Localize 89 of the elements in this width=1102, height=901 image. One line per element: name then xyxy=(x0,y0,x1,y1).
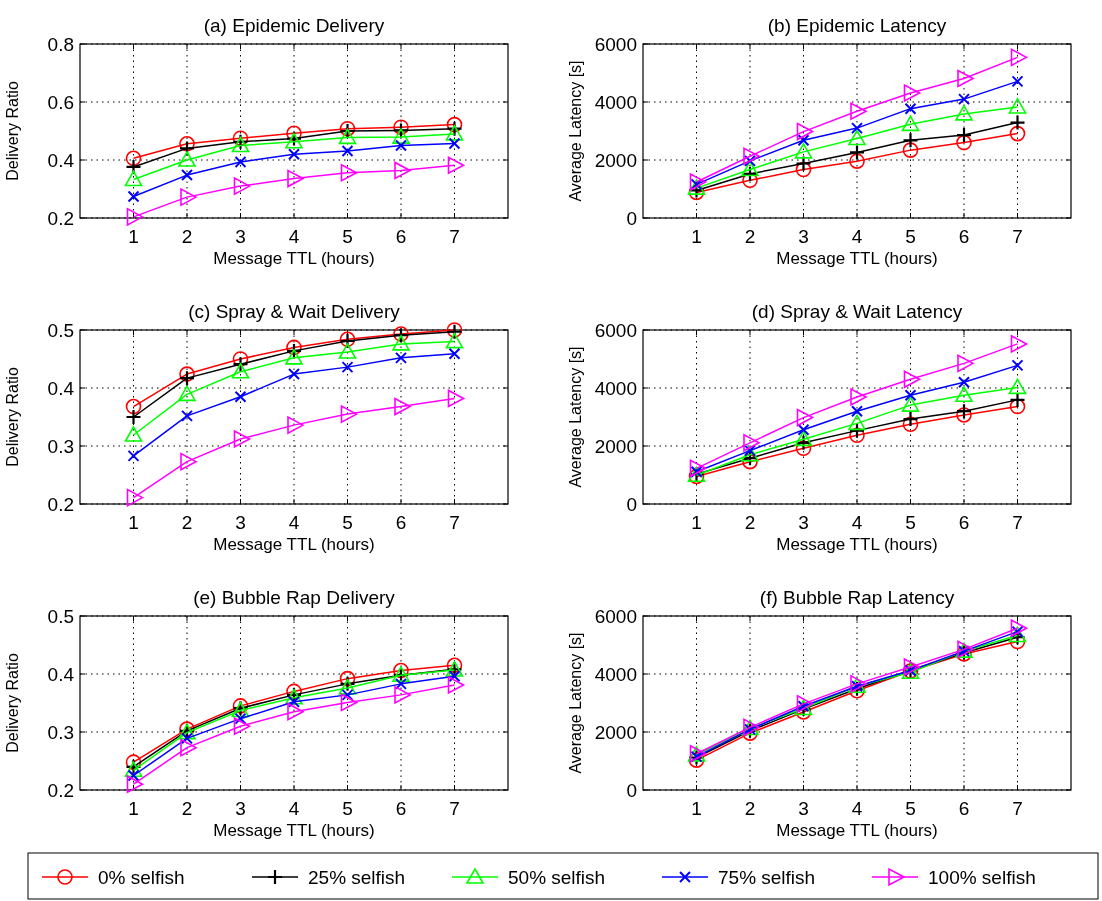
x-tick-label: 3 xyxy=(235,798,246,819)
x-tick-label: 6 xyxy=(958,798,970,819)
x-tick-label: 2 xyxy=(744,798,756,819)
x-tick-label: 7 xyxy=(1012,512,1023,533)
y-tick-label: 0 xyxy=(626,207,637,229)
x-tick-label: 2 xyxy=(181,798,193,819)
y-axis-title: Average Latency [s] xyxy=(567,60,584,202)
x-tick-label: 4 xyxy=(851,512,863,533)
x-tick-label: 7 xyxy=(449,226,460,247)
y-tick-label: 6000 xyxy=(594,33,637,55)
x-tick-label: 2 xyxy=(744,226,756,247)
y-tick-label: 6000 xyxy=(594,605,637,627)
y-tick-label: 0.6 xyxy=(47,91,74,113)
y-axis-title: Delivery Ratio xyxy=(4,653,21,753)
y-tick-label: 2000 xyxy=(594,149,637,171)
x-tick-label: 1 xyxy=(691,798,702,819)
x-tick-label: 3 xyxy=(798,512,809,533)
x-tick-label: 3 xyxy=(798,798,809,819)
x-tick-label: 6 xyxy=(395,798,407,819)
legend-label: 0% selfish xyxy=(98,866,185,888)
y-tick-label: 0.3 xyxy=(47,721,74,743)
x-tick-label: 2 xyxy=(744,512,756,533)
x-tick-label: 6 xyxy=(958,226,970,247)
y-tick-label: 0.2 xyxy=(47,779,74,801)
x-tick-label: 5 xyxy=(342,798,353,819)
x-tick-label: 6 xyxy=(958,512,970,533)
x-tick-label: 4 xyxy=(288,226,300,247)
x-tick-label: 5 xyxy=(905,798,916,819)
x-axis-title: Message TTL (hours) xyxy=(213,249,375,268)
y-axis-title: Delivery Ratio xyxy=(4,367,21,467)
x-tick-label: 4 xyxy=(288,512,300,533)
y-tick-label: 2000 xyxy=(594,721,637,743)
x-tick-label: 7 xyxy=(1012,226,1023,247)
y-tick-label: 0 xyxy=(626,779,637,801)
x-tick-label: 1 xyxy=(691,226,702,247)
legend-label: 100% selfish xyxy=(928,866,1036,888)
y-tick-label: 0.4 xyxy=(47,377,75,399)
x-tick-label: 7 xyxy=(449,512,460,533)
y-tick-label: 0.3 xyxy=(47,435,74,457)
y-tick-label: 0.4 xyxy=(47,149,75,171)
x-axis-title: Message TTL (hours) xyxy=(776,249,938,268)
x-tick-label: 1 xyxy=(691,512,702,533)
y-tick-label: 0.4 xyxy=(47,663,75,685)
y-tick-label: 0.2 xyxy=(47,493,74,515)
x-axis-title: Message TTL (hours) xyxy=(776,535,938,554)
x-tick-label: 4 xyxy=(288,798,300,819)
legend-label: 50% selfish xyxy=(508,866,606,888)
x-tick-label: 5 xyxy=(342,226,353,247)
x-tick-label: 1 xyxy=(128,226,139,247)
chart-title: (e) Bubble Rap Delivery xyxy=(193,587,396,608)
legend-label: 75% selfish xyxy=(718,866,816,888)
y-axis-title: Average Latency [s] xyxy=(567,346,584,488)
y-tick-label: 0.5 xyxy=(47,605,74,627)
x-tick-label: 3 xyxy=(798,226,809,247)
x-tick-label: 4 xyxy=(851,226,863,247)
chart-title: (f) Bubble Rap Latency xyxy=(759,587,955,608)
x-tick-label: 6 xyxy=(395,226,407,247)
x-axis-title: Message TTL (hours) xyxy=(776,821,938,840)
y-tick-label: 2000 xyxy=(594,435,637,457)
chart-title: (b) Epidemic Latency xyxy=(767,15,947,36)
x-tick-label: 3 xyxy=(235,512,246,533)
y-tick-label: 0.2 xyxy=(47,207,74,229)
x-tick-label: 2 xyxy=(181,226,193,247)
x-tick-label: 3 xyxy=(235,226,246,247)
x-tick-label: 5 xyxy=(905,226,916,247)
y-axis-title: Delivery Ratio xyxy=(4,81,21,181)
x-tick-label: 7 xyxy=(1012,798,1023,819)
y-tick-label: 0 xyxy=(626,493,637,515)
chart-title: (a) Epidemic Delivery xyxy=(203,15,385,36)
x-axis-title: Message TTL (hours) xyxy=(213,535,375,554)
chart-title: (d) Spray & Wait Latency xyxy=(751,301,963,322)
x-tick-label: 1 xyxy=(128,798,139,819)
y-tick-label: 0.5 xyxy=(47,319,74,341)
y-axis-title: Average Latency [s] xyxy=(567,632,584,774)
x-tick-label: 7 xyxy=(449,798,460,819)
y-tick-label: 4000 xyxy=(594,377,637,399)
x-tick-label: 5 xyxy=(342,512,353,533)
x-tick-label: 5 xyxy=(905,512,916,533)
y-tick-label: 4000 xyxy=(594,663,637,685)
x-tick-label: 2 xyxy=(181,512,193,533)
y-tick-label: 6000 xyxy=(594,319,637,341)
x-tick-label: 6 xyxy=(395,512,407,533)
y-tick-label: 0.8 xyxy=(47,33,74,55)
chart-title: (c) Spray & Wait Delivery xyxy=(188,301,401,322)
x-tick-label: 1 xyxy=(128,512,139,533)
y-tick-label: 4000 xyxy=(594,91,637,113)
x-tick-label: 4 xyxy=(851,798,863,819)
x-axis-title: Message TTL (hours) xyxy=(213,821,375,840)
legend-label: 25% selfish xyxy=(308,866,406,888)
